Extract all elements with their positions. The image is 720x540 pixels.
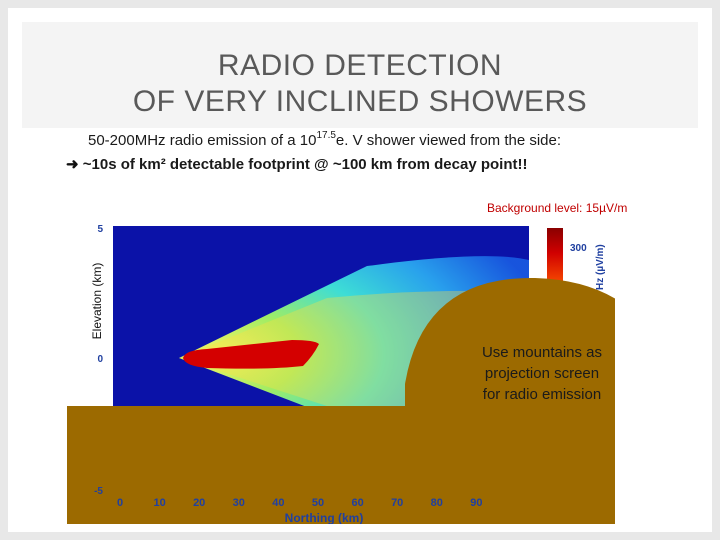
background-level-label: Background level: 15µV/m [487,201,628,215]
x-tick-10: 10 [153,497,165,509]
x-tick-70: 70 [391,497,403,509]
simulation-figure: 300 Hz (µV/m) 5 0 -5 0 10 20 30 40 50 60 70 80 90… [67,180,627,524]
y-tick-5: 5 [97,224,103,235]
x-tick-0: 0 [117,497,123,509]
colorbar-label: Hz (µV/m) [595,244,606,290]
x-tick-60: 60 [351,497,363,509]
y-tick-0: 0 [97,354,103,365]
x-tick-20: 20 [193,497,205,509]
mountain-annotation-line-3: for radio emission [482,386,602,403]
y-tick-minus-5: -5 [94,486,103,497]
x-axis-label: Northing (km) [285,511,364,524]
shower-core [183,340,319,369]
y-axis-label: Elevation (km) [90,262,104,340]
x-tick-90: 90 [470,497,482,509]
radio-footprint-map: 300 Hz (µV/m) 5 0 -5 0 10 20 30 40 50 60 70 80 90… [67,180,615,524]
x-tick-80: 80 [431,497,443,509]
energy-exponent: 17.5 [316,130,336,141]
colorbar-tick: 300 [570,243,587,254]
title-line-1: RADIO DETECTION [217,49,503,82]
x-axis-ticks: 0 10 20 30 40 50 60 70 80 90 [117,497,483,509]
mountain-annotation-line-2: projection screen [484,365,600,382]
title-line-2: OF VERY INCLINED SHOWERS [132,85,588,118]
bullet-line: ➜ ~10s of km² detectable footprint @ ~10… [66,155,686,173]
mountain [67,277,615,524]
mountain-annotation: Use mountains as projection screen for r… [457,342,627,405]
title-box: RADIO DETECTION OF VERY INCLINED SHOWERS [22,22,698,128]
arrow-right-icon: ➜ [66,156,79,173]
x-tick-30: 30 [233,497,245,509]
x-tick-50: 50 [312,497,324,509]
bullet-text: ~10s of km² detectable footprint @ ~100 … [82,156,528,173]
subtitle-text-end: e. V shower viewed from the side: [335,132,562,149]
mountain-annotation-line-1: Use mountains as [481,344,603,361]
subtitle-text: 50-200MHz radio emission of a 10 [88,132,317,149]
colorbar [547,228,563,290]
subtitle: 50-200MHz radio emission of a 1017.5e. V… [88,131,688,151]
x-tick-40: 40 [272,497,284,509]
